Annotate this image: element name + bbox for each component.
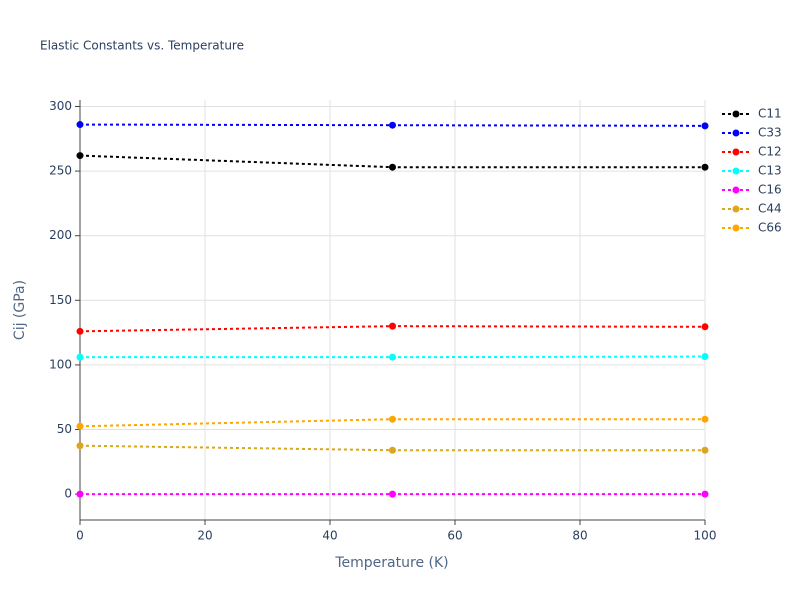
data-point [389,490,396,498]
data-point [76,121,84,129]
chart-title: Elastic Constants vs. Temperature [40,39,244,53]
data-point [76,442,84,450]
x-axis-title: Temperature (K) [334,555,448,571]
data-point [701,415,709,423]
x-tick-label: 20 [197,529,212,543]
data-point [76,353,84,361]
y-tick-label: 50 [57,422,72,436]
data-point [389,415,396,423]
data-point [389,322,396,330]
legend-marker [732,167,740,175]
data-point [389,353,396,361]
data-point [701,122,709,130]
data-point [701,490,709,498]
y-tick-label: 250 [49,164,72,178]
data-point [701,446,709,454]
legend-marker [732,224,740,232]
legend-marker [732,205,740,213]
y-tick-label: 150 [49,293,72,307]
data-point [701,353,709,361]
legend-label: C33 [758,126,782,140]
legend-label: C11 [758,107,782,121]
data-point [389,446,396,454]
data-point [76,152,84,160]
x-tick-label: 0 [76,529,84,543]
data-point [389,121,396,129]
data-point [76,327,84,335]
y-axis-title: Cij (GPa) [12,280,28,340]
x-tick-label: 60 [447,529,462,543]
legend-marker [732,129,740,137]
data-point [76,490,84,498]
y-tick-label: 200 [49,228,72,242]
legend-label: C16 [758,183,782,197]
data-point [76,422,84,430]
y-tick-label: 0 [64,487,72,501]
legend-marker [732,148,740,156]
legend-marker [732,186,740,194]
legend-label: C12 [758,145,782,159]
y-tick-label: 100 [49,357,72,371]
x-tick-label: 40 [322,529,337,543]
data-point [389,163,396,171]
y-tick-label: 300 [49,99,72,113]
legend-label: C13 [758,164,782,178]
x-tick-label: 80 [572,529,587,543]
legend-label: C44 [758,202,782,216]
legend-label: C66 [758,221,782,235]
legend-marker [732,110,740,118]
data-point [701,323,709,331]
x-tick-label: 100 [694,529,717,543]
data-point [701,163,709,171]
